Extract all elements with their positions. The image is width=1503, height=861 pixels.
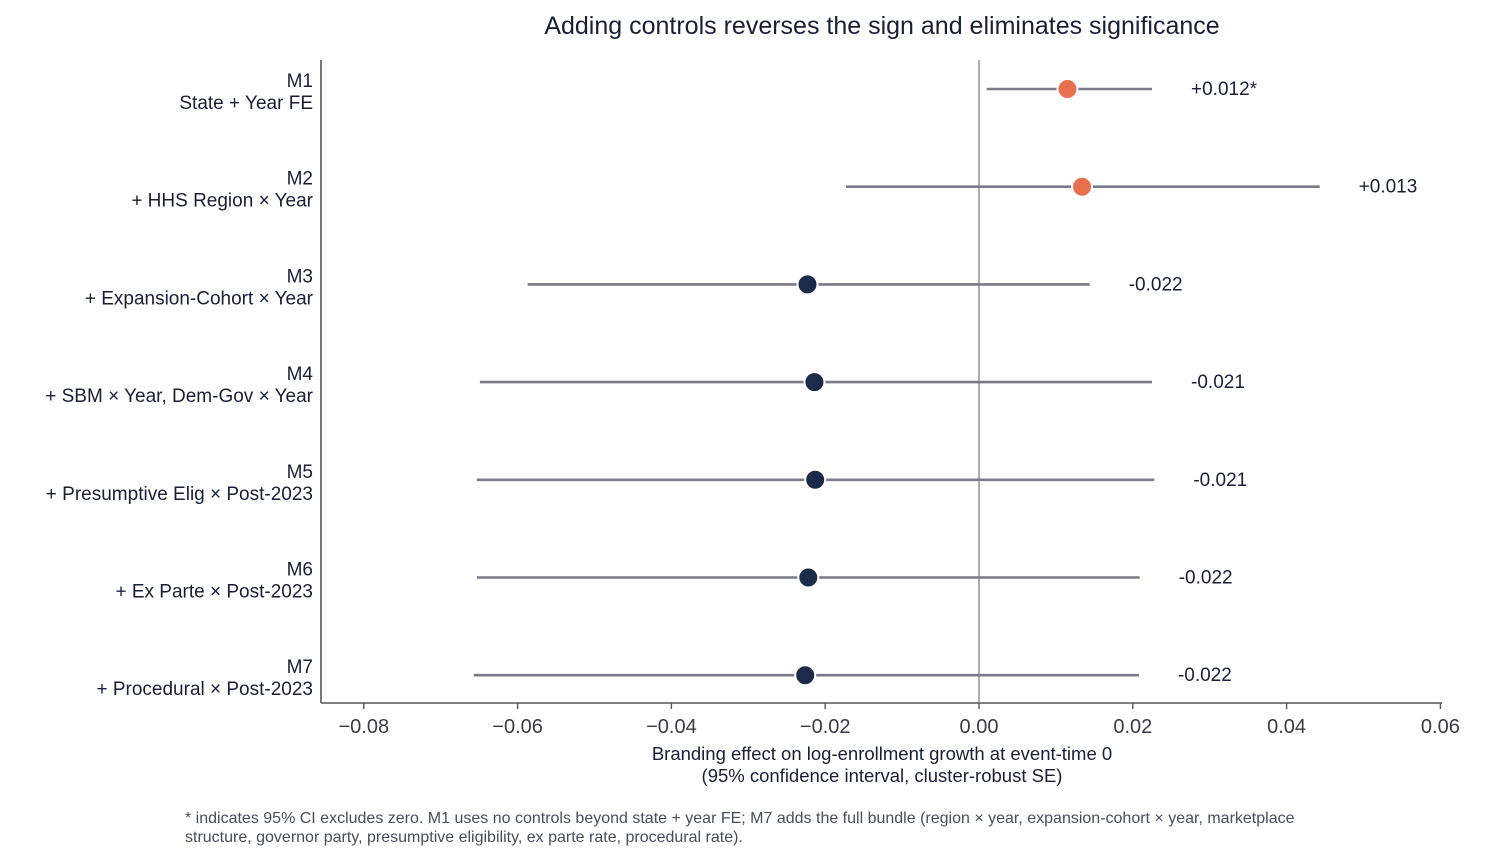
x-tick-label: −0.02: [800, 716, 851, 738]
value-label: -0.022: [1179, 568, 1233, 589]
estimate-point: [794, 664, 817, 687]
row-model-id: M2: [287, 169, 313, 190]
value-label: +0.013: [1359, 177, 1418, 198]
row-model-id: M4: [287, 364, 314, 385]
x-tick-label: −0.04: [646, 716, 697, 738]
row-model-id: M7: [287, 657, 313, 678]
footnote-line-1: * indicates 95% CI excludes zero. M1 use…: [185, 810, 1295, 827]
row-model-id: M1: [287, 71, 313, 92]
estimate-point: [1071, 175, 1094, 198]
chart-title: Adding controls reverses the sign and el…: [544, 12, 1219, 40]
row-model-label: + Expansion-Cohort × Year: [85, 288, 314, 309]
x-axis-sublabel: (95% confidence interval, cluster-robust…: [702, 765, 1063, 786]
row-model-label: State + Year FE: [179, 93, 313, 114]
value-label: -0.022: [1129, 274, 1183, 295]
estimate-point: [804, 468, 827, 491]
x-tick-label: −0.08: [338, 716, 389, 738]
row-model-label: + Presumptive Elig × Post-2023: [46, 484, 313, 505]
value-label: +0.012*: [1191, 79, 1258, 100]
value-label: -0.021: [1193, 470, 1247, 491]
x-axis-label: Branding effect on log-enrollment growth…: [652, 743, 1112, 764]
row-model-label: + Ex Parte × Post-2023: [115, 582, 313, 603]
footnote-line-2: structure, governor party, presumptive e…: [185, 829, 743, 846]
estimate-point: [796, 273, 819, 296]
x-tick-label: −0.06: [492, 716, 543, 738]
plot-area: −0.08 −0.06 −0.04 −0.02 0.00 0.02 0.04 0.06 M1St…: [45, 60, 1460, 738]
row-model-label: + SBM × Year, Dem-Gov × Year: [45, 386, 313, 407]
row-model-label: + HHS Region × Year: [131, 191, 313, 212]
row-model-id: M3: [287, 266, 313, 287]
row-model-label: + Procedural × Post-2023: [96, 679, 313, 700]
x-tick-label: 0.06: [1421, 716, 1460, 738]
estimate-point: [1056, 78, 1079, 100]
x-tick-label: 0.00: [960, 716, 999, 738]
estimate-point: [797, 566, 820, 589]
x-tick-label: 0.02: [1113, 716, 1152, 738]
row-model-id: M5: [287, 462, 313, 483]
x-tick-label: 0.04: [1267, 716, 1306, 738]
value-label: -0.022: [1178, 665, 1232, 686]
row-model-id: M6: [287, 560, 313, 581]
estimate-point: [803, 371, 826, 394]
value-label: -0.021: [1191, 372, 1245, 393]
